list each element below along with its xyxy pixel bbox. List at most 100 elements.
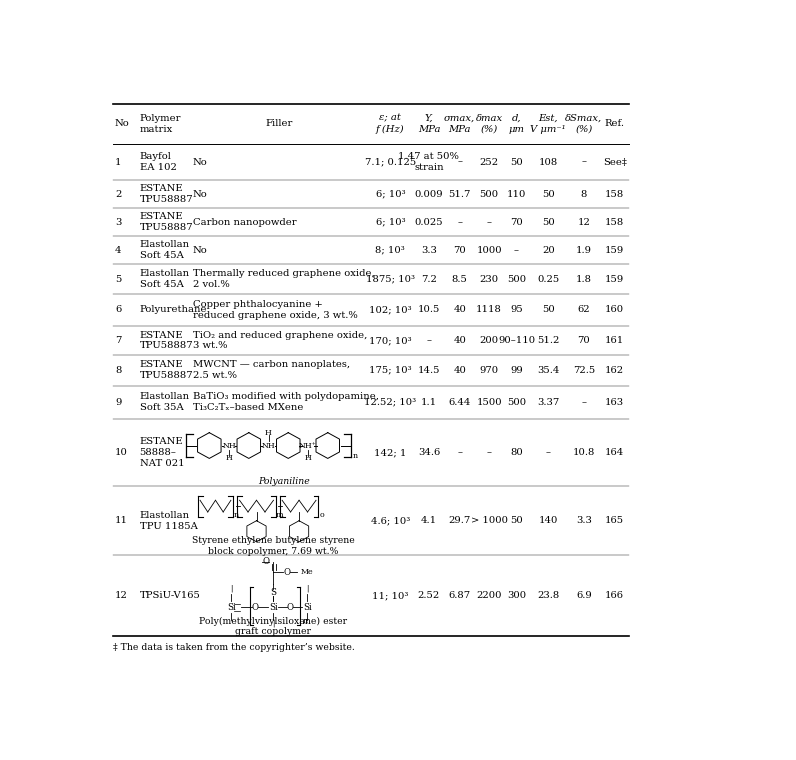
Text: O: O xyxy=(262,557,269,566)
Text: ESTANE
TPU58887: ESTANE TPU58887 xyxy=(139,331,193,350)
Text: 163: 163 xyxy=(605,397,624,407)
Text: 2.52: 2.52 xyxy=(418,591,440,600)
Text: TPSiU-V165: TPSiU-V165 xyxy=(139,591,201,600)
Text: 175; 10³: 175; 10³ xyxy=(369,366,412,375)
Text: 12.52; 10³: 12.52; 10³ xyxy=(365,397,416,407)
Text: Copper phthalocyanine +
reduced graphene oxide, 3 wt.%: Copper phthalocyanine + reduced graphene… xyxy=(193,300,357,320)
Text: 40: 40 xyxy=(454,336,466,345)
Text: 70: 70 xyxy=(454,246,466,255)
Text: 230: 230 xyxy=(479,274,498,283)
Text: 0.025: 0.025 xyxy=(415,218,443,226)
Text: 51.2: 51.2 xyxy=(537,336,560,345)
Text: –: – xyxy=(457,448,462,457)
Text: 4: 4 xyxy=(115,246,122,255)
Text: Elastollan
Soft 45A: Elastollan Soft 45A xyxy=(139,240,189,260)
Text: O: O xyxy=(252,603,258,612)
Text: 50: 50 xyxy=(510,157,523,166)
Text: Styrene ethylene butylene styrene
block copolymer, 7.69 wt.%: Styrene ethylene butylene styrene block … xyxy=(192,537,354,556)
Text: d,
μm: d, μm xyxy=(509,114,525,134)
Text: 50: 50 xyxy=(542,218,555,226)
Text: See‡: See‡ xyxy=(603,157,626,166)
Text: Filler: Filler xyxy=(266,119,293,128)
Text: Me: Me xyxy=(300,568,313,576)
Text: n: n xyxy=(234,511,239,520)
Text: NH: NH xyxy=(222,442,236,449)
Text: ESTANE
TPU58887: ESTANE TPU58887 xyxy=(139,185,193,204)
Text: 3.3: 3.3 xyxy=(576,516,591,525)
Text: ESTANE
TPU58887: ESTANE TPU58887 xyxy=(139,212,193,232)
Text: Si: Si xyxy=(269,603,278,612)
Text: 7.1; 0.125: 7.1; 0.125 xyxy=(365,157,416,166)
Text: 50: 50 xyxy=(510,516,523,525)
Text: o: o xyxy=(319,511,324,520)
Text: 1875; 10³: 1875; 10³ xyxy=(366,274,415,283)
Text: 90–110: 90–110 xyxy=(498,336,535,345)
Text: 12: 12 xyxy=(577,218,590,226)
Text: 1.47 at 50%
strain: 1.47 at 50% strain xyxy=(399,152,459,172)
Text: 8.5: 8.5 xyxy=(452,274,468,283)
Text: 4.6; 10³: 4.6; 10³ xyxy=(371,516,410,525)
Text: 0.25: 0.25 xyxy=(537,274,560,283)
Text: ESTANE
58888–
NAT 021: ESTANE 58888– NAT 021 xyxy=(139,437,184,468)
Text: 14.5: 14.5 xyxy=(418,366,440,375)
Text: ESTANE
TPU58887: ESTANE TPU58887 xyxy=(139,360,193,380)
Text: 159: 159 xyxy=(605,246,624,255)
Text: 165: 165 xyxy=(605,516,624,525)
Text: 70: 70 xyxy=(510,218,523,226)
Text: 51.7: 51.7 xyxy=(449,190,471,198)
Text: 50: 50 xyxy=(542,190,555,198)
Text: 6; 10³: 6; 10³ xyxy=(376,218,405,226)
Text: > 1000: > 1000 xyxy=(470,516,508,525)
Text: 99: 99 xyxy=(510,366,523,375)
Text: 6: 6 xyxy=(115,306,121,315)
Text: 6.87: 6.87 xyxy=(449,591,470,600)
Text: 80: 80 xyxy=(510,448,523,457)
Text: –: – xyxy=(581,157,587,166)
Text: 1.1: 1.1 xyxy=(421,397,437,407)
Text: |: | xyxy=(272,619,275,628)
Text: No: No xyxy=(193,157,208,166)
Text: m: m xyxy=(275,511,283,520)
Text: 10.8: 10.8 xyxy=(572,448,595,457)
Text: 160: 160 xyxy=(605,306,624,315)
Text: 50: 50 xyxy=(542,306,555,315)
Text: 3.3: 3.3 xyxy=(421,246,437,255)
Text: 4.1: 4.1 xyxy=(421,516,437,525)
Text: Poly(methylvinylsiloxane) ester
graft copolymer: Poly(methylvinylsiloxane) ester graft co… xyxy=(199,617,347,636)
Text: 6; 10³: 6; 10³ xyxy=(376,190,405,198)
Text: 162: 162 xyxy=(605,366,624,375)
Text: 11; 10³: 11; 10³ xyxy=(373,591,408,600)
Text: 142; 1: 142; 1 xyxy=(374,448,407,457)
Text: 40: 40 xyxy=(454,366,466,375)
Text: 7.2: 7.2 xyxy=(421,274,437,283)
Text: 500: 500 xyxy=(479,190,498,198)
Text: MWCNT — carbon nanoplates,
2.5 wt.%: MWCNT — carbon nanoplates, 2.5 wt.% xyxy=(193,360,349,380)
Text: Polymer
matrix: Polymer matrix xyxy=(139,114,181,134)
Text: 8; 10³: 8; 10³ xyxy=(376,246,405,255)
Text: 300: 300 xyxy=(507,591,526,600)
Text: 2: 2 xyxy=(115,190,121,198)
Text: 10.5: 10.5 xyxy=(418,306,440,315)
Text: Ref.: Ref. xyxy=(605,119,625,128)
Text: 140: 140 xyxy=(539,516,558,525)
Text: 1500: 1500 xyxy=(476,397,502,407)
Text: –: – xyxy=(546,448,551,457)
Text: 102; 10³: 102; 10³ xyxy=(369,306,412,315)
Text: Polyaniline: Polyaniline xyxy=(258,477,310,486)
Text: 95: 95 xyxy=(510,306,523,315)
Text: δmax
(%): δmax (%) xyxy=(475,114,502,134)
Text: O: O xyxy=(287,603,294,612)
Text: No: No xyxy=(115,119,130,128)
Text: H: H xyxy=(225,454,232,462)
Text: –: – xyxy=(486,218,492,226)
Text: 166: 166 xyxy=(605,591,624,600)
Text: 158: 158 xyxy=(605,218,624,226)
Text: 0.009: 0.009 xyxy=(415,190,443,198)
Text: 8: 8 xyxy=(580,190,587,198)
Text: S: S xyxy=(270,587,276,597)
Text: 970: 970 xyxy=(479,366,498,375)
Text: 159: 159 xyxy=(605,274,624,283)
Text: 2200: 2200 xyxy=(476,591,501,600)
Text: O: O xyxy=(283,568,291,577)
Text: –: – xyxy=(457,218,462,226)
